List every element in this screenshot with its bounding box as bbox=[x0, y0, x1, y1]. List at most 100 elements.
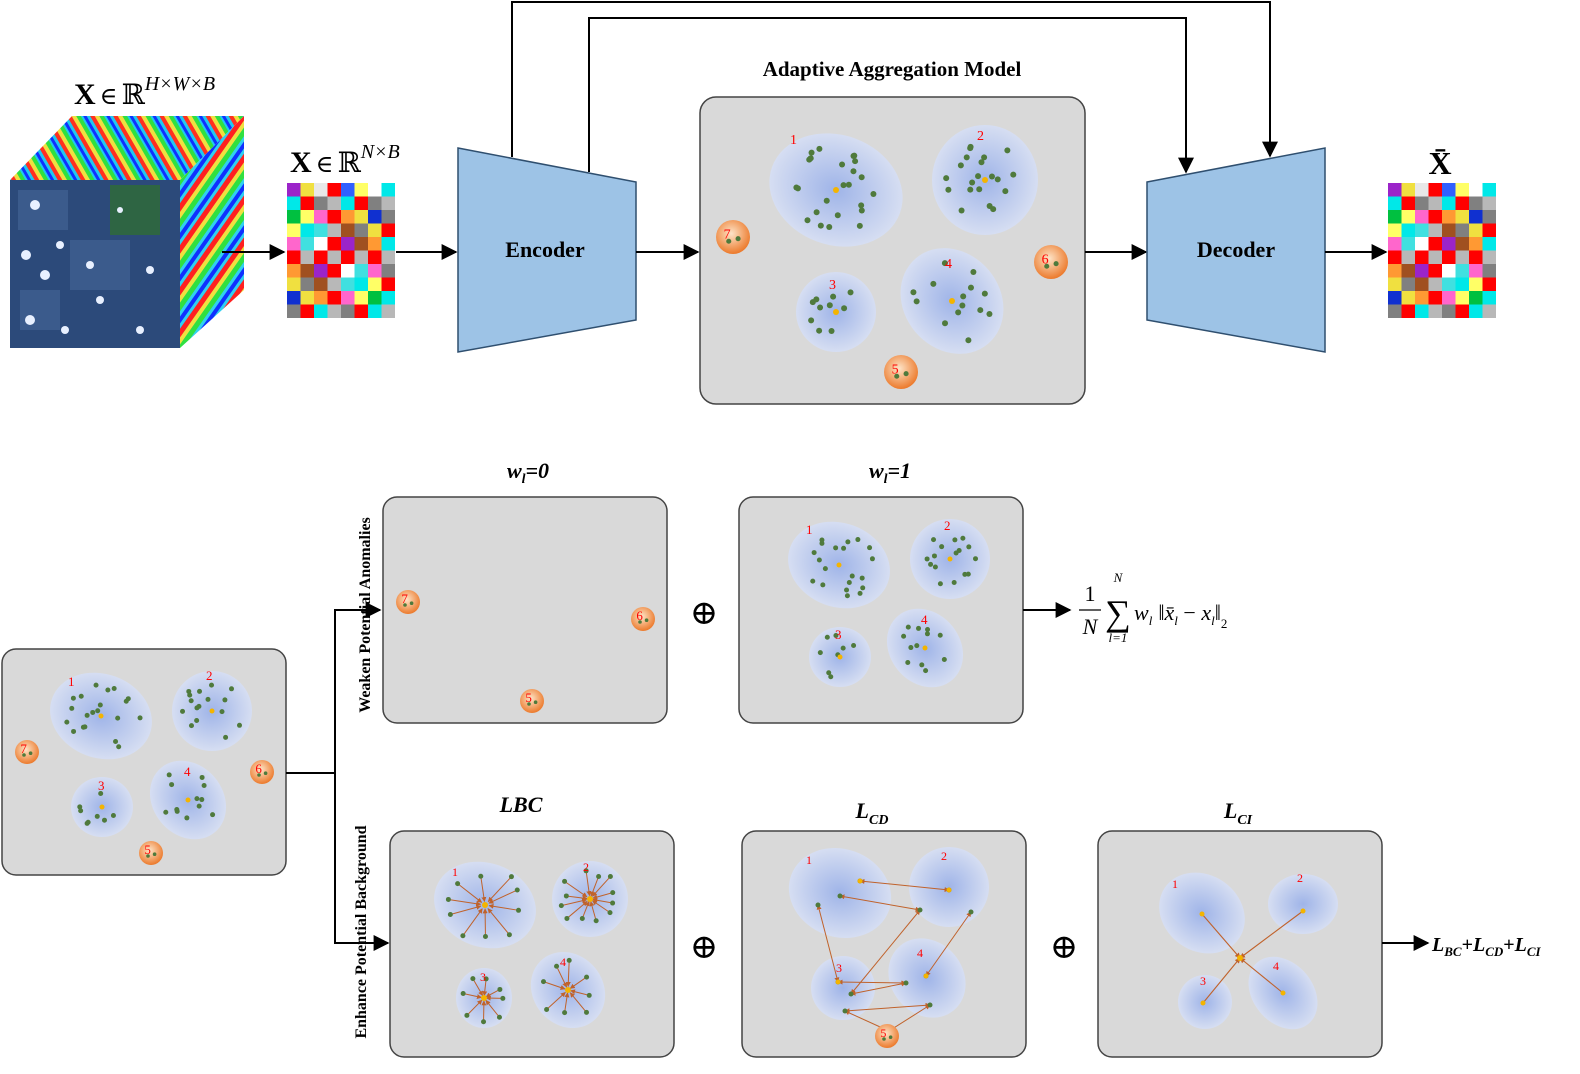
cluster-number: 3 bbox=[829, 278, 836, 293]
pull-arrow bbox=[488, 889, 518, 904]
cluster-number: 2 bbox=[583, 860, 589, 874]
matrix-cell bbox=[287, 291, 301, 305]
cluster-center-dot bbox=[587, 896, 593, 902]
anomaly-number: 7 bbox=[724, 228, 731, 243]
matrix-cell bbox=[1401, 250, 1415, 264]
matrix-cell bbox=[1388, 264, 1402, 278]
sample-dot bbox=[508, 874, 514, 880]
anomaly-number: 6 bbox=[636, 608, 643, 623]
cluster-center-dot bbox=[481, 995, 487, 1001]
pull-arrow bbox=[485, 999, 500, 1018]
sample-dot bbox=[963, 154, 970, 161]
sample-dot bbox=[125, 696, 131, 702]
sample-dot bbox=[1044, 263, 1050, 269]
sample-dot bbox=[98, 791, 104, 797]
sample-dot bbox=[257, 773, 261, 777]
sample-dot bbox=[833, 633, 839, 639]
matrix-cell bbox=[300, 291, 314, 305]
pull-arrow bbox=[570, 989, 590, 996]
matrix-cell bbox=[1482, 210, 1496, 224]
background-panel bbox=[738, 496, 1024, 724]
matrix-cell bbox=[354, 237, 368, 251]
sample-dot bbox=[975, 173, 982, 180]
matrix-cell bbox=[327, 264, 341, 278]
sample-dot bbox=[194, 796, 200, 802]
sample-dot bbox=[816, 145, 823, 152]
sample-dot bbox=[937, 581, 943, 587]
cluster-ellipse bbox=[1268, 874, 1338, 934]
matrix-cell bbox=[1401, 304, 1415, 318]
cluster-number: 4 bbox=[917, 946, 923, 960]
matrix-cell bbox=[381, 277, 395, 291]
cluster-number: 3 bbox=[98, 778, 105, 793]
cluster-center-dot bbox=[209, 708, 215, 714]
total-loss: LBC+LCD+LCI bbox=[1431, 934, 1542, 959]
matrix-cell bbox=[1415, 237, 1429, 251]
sample-dot bbox=[960, 535, 966, 541]
sample-dot bbox=[841, 305, 848, 312]
sample-dot bbox=[913, 298, 920, 305]
sample-dot bbox=[852, 158, 859, 165]
matrix-cell bbox=[354, 250, 368, 264]
matrix-cell bbox=[1442, 277, 1456, 291]
sample-dot bbox=[593, 918, 599, 924]
matrix-cell bbox=[314, 183, 328, 197]
sample-dot bbox=[188, 698, 194, 704]
cluster-number: 1 bbox=[452, 865, 458, 879]
matrix-cell bbox=[1442, 210, 1456, 224]
anomaly-point bbox=[15, 740, 39, 764]
matrix-cell bbox=[354, 304, 368, 318]
sample-dot bbox=[28, 751, 33, 755]
matrix-cell bbox=[354, 183, 368, 197]
matrix-cell bbox=[1415, 277, 1429, 291]
cluster-number: 3 bbox=[836, 961, 842, 975]
cluster-number: 4 bbox=[921, 612, 928, 627]
lcd-clusters: 1 2 3 4 5 bbox=[788, 847, 989, 1048]
sample-dot bbox=[197, 688, 203, 694]
sample-dot bbox=[163, 809, 169, 815]
matrix-cell bbox=[341, 250, 355, 264]
cluster-center-dot bbox=[482, 902, 488, 908]
sample-dot bbox=[811, 550, 817, 556]
matrix-cell bbox=[368, 196, 382, 210]
anomaly-number: 6 bbox=[1042, 253, 1049, 268]
anomaly-number: 5 bbox=[892, 363, 899, 378]
sample-dot bbox=[563, 893, 569, 899]
cluster-number: 1 bbox=[68, 674, 75, 689]
sample-dot bbox=[834, 212, 841, 219]
matrix-cell bbox=[341, 277, 355, 291]
pull-arrow bbox=[480, 876, 487, 903]
sample-dot bbox=[924, 556, 930, 562]
matrix-cell bbox=[314, 196, 328, 210]
lbc-clusters: 1 2 3 4 bbox=[434, 860, 628, 1029]
center-arrow bbox=[1239, 957, 1284, 994]
sample-dot bbox=[1004, 147, 1011, 154]
sample-dot bbox=[527, 702, 531, 706]
pull-arrow bbox=[592, 876, 611, 897]
pull-arrow bbox=[463, 993, 482, 999]
sample-dot bbox=[856, 222, 863, 229]
sample-dot bbox=[726, 238, 732, 244]
matrix-cell bbox=[341, 210, 355, 224]
background-clusters: 1 2 3 4 bbox=[788, 518, 990, 688]
sample-dot bbox=[810, 578, 816, 584]
sample-dot bbox=[403, 603, 407, 607]
sample-dot bbox=[596, 873, 602, 879]
sample-dot bbox=[84, 712, 90, 718]
aam-clusters: 1 2 3 4 7 6 5 bbox=[716, 125, 1068, 389]
matrix-cell bbox=[327, 237, 341, 251]
matrix-cell bbox=[381, 183, 395, 197]
sample-dot bbox=[959, 302, 966, 309]
sample-dot bbox=[930, 280, 937, 287]
sample-dot bbox=[848, 991, 854, 997]
sample-dot bbox=[497, 986, 503, 992]
sample-dot bbox=[263, 771, 268, 775]
sample-dot bbox=[939, 544, 945, 550]
oplus-1: ⊕ bbox=[690, 595, 719, 632]
matrix-cell bbox=[1442, 250, 1456, 264]
sample-dot bbox=[813, 296, 820, 303]
sample-dot bbox=[610, 890, 616, 896]
sample-dot bbox=[209, 682, 215, 688]
w1-title: wl=1 bbox=[869, 458, 911, 487]
distance-arrow bbox=[816, 904, 840, 983]
